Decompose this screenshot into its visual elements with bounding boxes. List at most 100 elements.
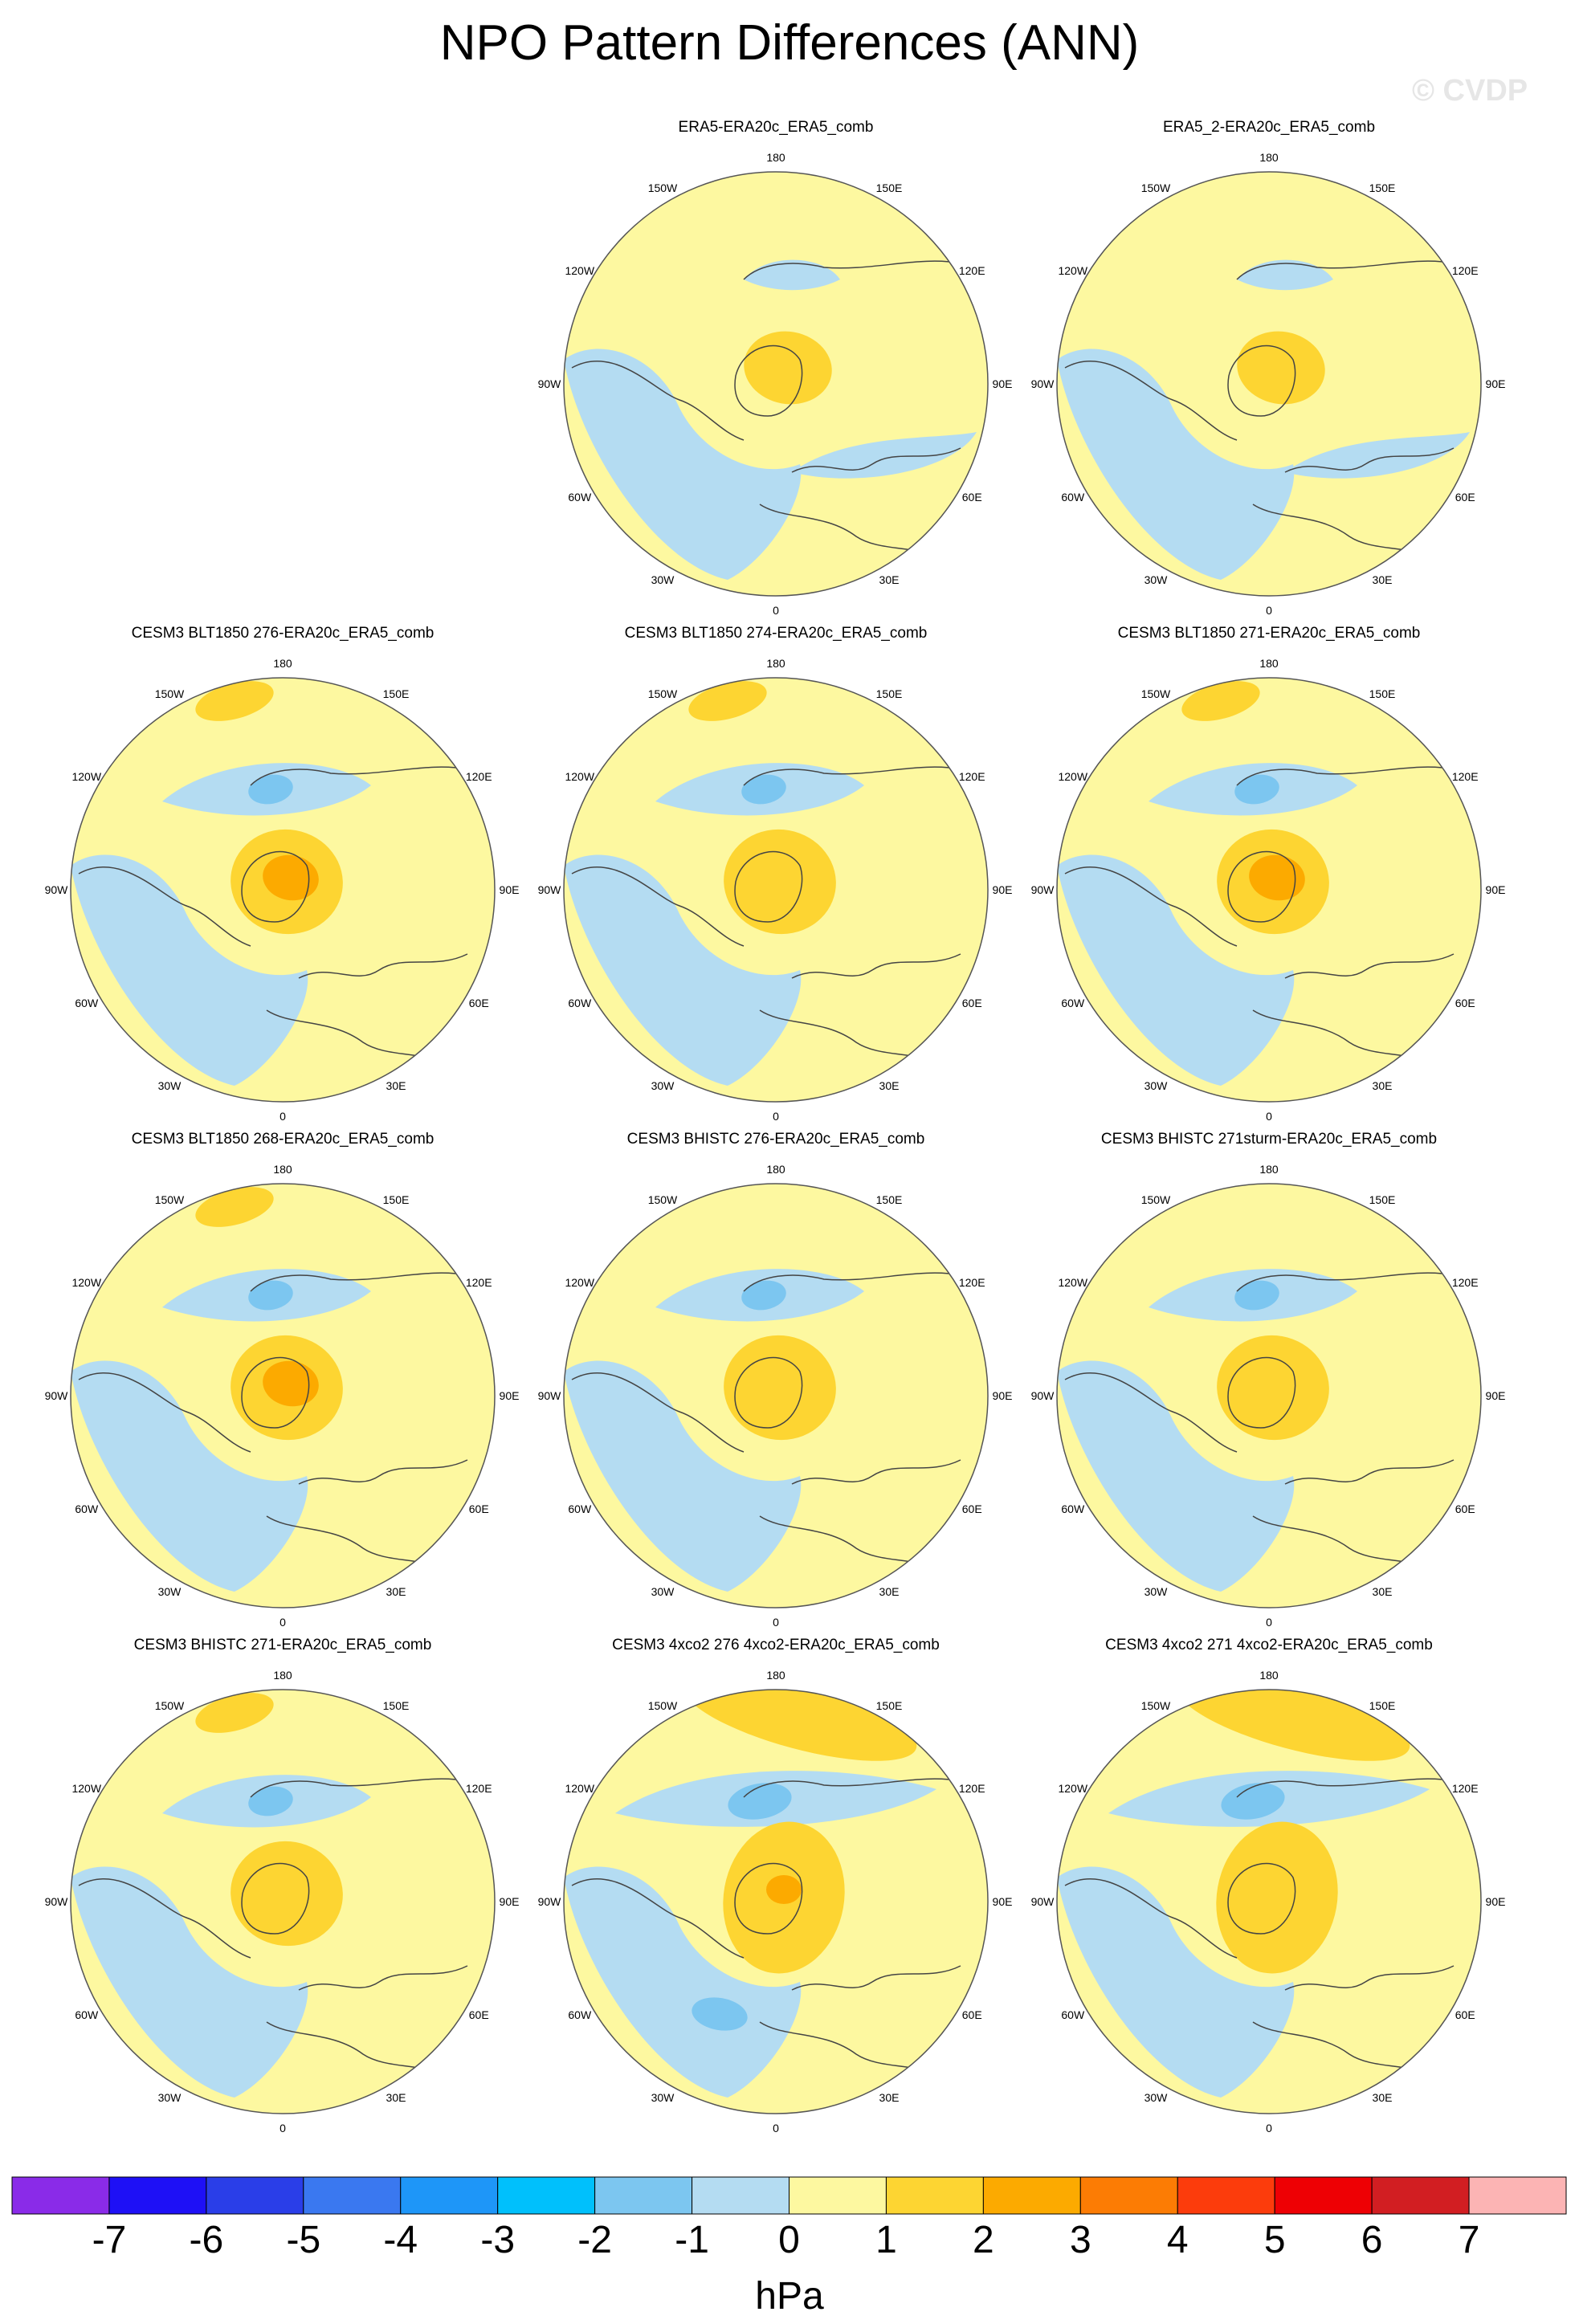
colorbar-tick-label: -2 xyxy=(577,2219,612,2261)
longitude-label-right: 90E xyxy=(993,883,1013,896)
coastline xyxy=(743,260,961,280)
cvdp-watermark: © CVDP xyxy=(1412,74,1528,108)
longitude-label-upper_left_2: 120W xyxy=(565,1276,594,1289)
atlantic-negative-region xyxy=(71,854,308,1086)
pacific-negative-core xyxy=(248,1280,293,1311)
longitude-label-right: 90E xyxy=(993,377,1013,390)
longitude-label-lower_right_2: 30E xyxy=(386,1079,406,1092)
arctic-positive-region xyxy=(1217,1335,1329,1441)
coastline xyxy=(1236,260,1455,280)
arctic-positive-core xyxy=(1249,854,1305,901)
map-field xyxy=(564,1184,988,1608)
north-pacific-positive-region xyxy=(195,1693,274,1733)
atlantic-negative-region xyxy=(1057,854,1295,1086)
atlantic-negative-region xyxy=(1057,1360,1295,1592)
arctic-positive-region xyxy=(724,829,836,935)
longitude-label-upper_left_1: 150W xyxy=(155,1193,185,1206)
north-pacific-positive-region xyxy=(1181,681,1260,721)
longitude-label-lower_right_2: 30E xyxy=(386,2091,406,2104)
coastline xyxy=(78,1878,251,1959)
longitude-label-lower_left_1: 60W xyxy=(568,2008,592,2021)
colorbar-tick-label: 0 xyxy=(778,2219,800,2261)
coastline xyxy=(1064,1372,1238,1453)
coastline xyxy=(1236,1778,1455,1798)
colorbar-swatch-5 xyxy=(497,2176,596,2215)
map-field xyxy=(1057,172,1481,596)
longitude-label-lower_right_1: 60E xyxy=(962,2008,982,2021)
arctic-positive-core xyxy=(766,1875,802,1904)
longitude-label-top: 180 xyxy=(766,1163,785,1176)
colorbar-swatch-14 xyxy=(1371,2176,1470,2215)
pacific-negative-core xyxy=(728,1783,792,1820)
colorbar-swatch-0 xyxy=(11,2176,110,2215)
colorbar-swatch-2 xyxy=(206,2176,304,2215)
longitude-label-top: 180 xyxy=(766,657,785,670)
longitude-label-bottom: 0 xyxy=(773,1616,779,1629)
longitude-label-right: 90E xyxy=(500,1389,520,1402)
map-field xyxy=(71,1184,495,1608)
polar-map: 180 150E 120E 90E 60E 30E 0 30W 60W 90W 120W 150W xyxy=(1031,1669,1506,2134)
longitude-label-upper_right_1: 150E xyxy=(1369,1699,1396,1712)
coastline xyxy=(791,1965,961,1991)
atlantic-negative-region xyxy=(564,854,802,1086)
longitude-label-lower_right_2: 30E xyxy=(879,573,900,586)
north-pacific-positive-region xyxy=(195,1187,274,1227)
coastline xyxy=(1064,866,1238,947)
colorbar-swatch-3 xyxy=(303,2176,402,2215)
colorbar-swatch-4 xyxy=(400,2176,499,2215)
longitude-label-top: 180 xyxy=(766,151,785,164)
atlantic-negative-region xyxy=(564,1866,802,2098)
longitude-label-lower_right_1: 60E xyxy=(962,491,982,504)
eurasia-negative-region xyxy=(1285,432,1470,479)
atlantic-negative-region xyxy=(71,1360,308,1592)
colorbar-tick-label: -4 xyxy=(383,2219,418,2261)
longitude-label-left: 90W xyxy=(538,883,562,896)
longitude-label-upper_right_1: 150E xyxy=(1369,687,1396,700)
longitude-label-lower_right_1: 60E xyxy=(962,1502,982,1515)
longitude-label-top: 180 xyxy=(766,1669,785,1682)
longitude-label-upper_left_1: 150W xyxy=(155,687,185,700)
colorbar-swatch-15 xyxy=(1468,2176,1567,2215)
map-panel-p4: CESM3 BLT1850 274-ERA20c_ERA5_comb 180 150… xyxy=(535,625,1017,1123)
pacific-negative-core xyxy=(741,774,786,805)
map-border xyxy=(563,1183,989,1608)
coastline xyxy=(1284,447,1455,473)
panel-title: CESM3 4xco2 276 4xco2-ERA20c_ERA5_comb xyxy=(612,1637,940,1653)
coastline xyxy=(241,1356,310,1429)
arctic-positive-core xyxy=(744,331,832,405)
longitude-label-upper_right_2: 120E xyxy=(959,1276,985,1289)
longitude-label-lower_left_2: 30W xyxy=(651,1079,675,1092)
pacific-negative-core xyxy=(1234,774,1279,805)
polar-map: 180 150E 120E 90E 60E 30E 0 30W 60W 90W 120W 150W xyxy=(1031,151,1506,617)
north-pacific-positive-region xyxy=(1176,1690,1410,1761)
panel-title: CESM3 4xco2 271 4xco2-ERA20c_ERA5_comb xyxy=(1105,1637,1433,1653)
longitude-label-top: 180 xyxy=(1259,1163,1279,1176)
coastline xyxy=(734,1356,803,1429)
north-pacific-positive-region xyxy=(688,681,767,721)
longitude-label-lower_left_1: 60W xyxy=(75,997,99,1009)
map-panel-p3: CESM3 BLT1850 276-ERA20c_ERA5_comb 180 150… xyxy=(42,625,524,1123)
longitude-label-lower_right_2: 30E xyxy=(1373,1585,1393,1598)
panel-title: ERA5-ERA20c_ERA5_comb xyxy=(678,119,874,136)
panel-title: CESM3 BLT1850 274-ERA20c_ERA5_comb xyxy=(624,625,928,642)
longitude-label-top: 180 xyxy=(273,1163,292,1176)
longitude-label-right: 90E xyxy=(1486,1895,1506,1908)
longitude-label-right: 90E xyxy=(993,1895,1013,1908)
coastline xyxy=(241,1862,310,1935)
longitude-label-upper_left_2: 120W xyxy=(71,1276,101,1289)
longitude-label-upper_left_1: 150W xyxy=(1141,181,1171,194)
coastline xyxy=(1227,1356,1296,1429)
coastline xyxy=(298,1459,468,1485)
longitude-label-left: 90W xyxy=(538,377,562,390)
pacific-negative-core xyxy=(1221,1783,1285,1820)
longitude-label-upper_left_1: 150W xyxy=(1141,1699,1171,1712)
coastline xyxy=(1284,953,1455,979)
longitude-label-upper_left_2: 120W xyxy=(565,264,594,277)
colorbar-tick-label: -5 xyxy=(286,2219,321,2261)
coastline xyxy=(1284,1965,1455,1991)
longitude-label-bottom: 0 xyxy=(1266,2122,1272,2134)
longitude-label-left: 90W xyxy=(1031,883,1055,896)
longitude-label-upper_left_1: 150W xyxy=(1141,1193,1171,1206)
longitude-label-upper_left_2: 120W xyxy=(1058,770,1087,783)
